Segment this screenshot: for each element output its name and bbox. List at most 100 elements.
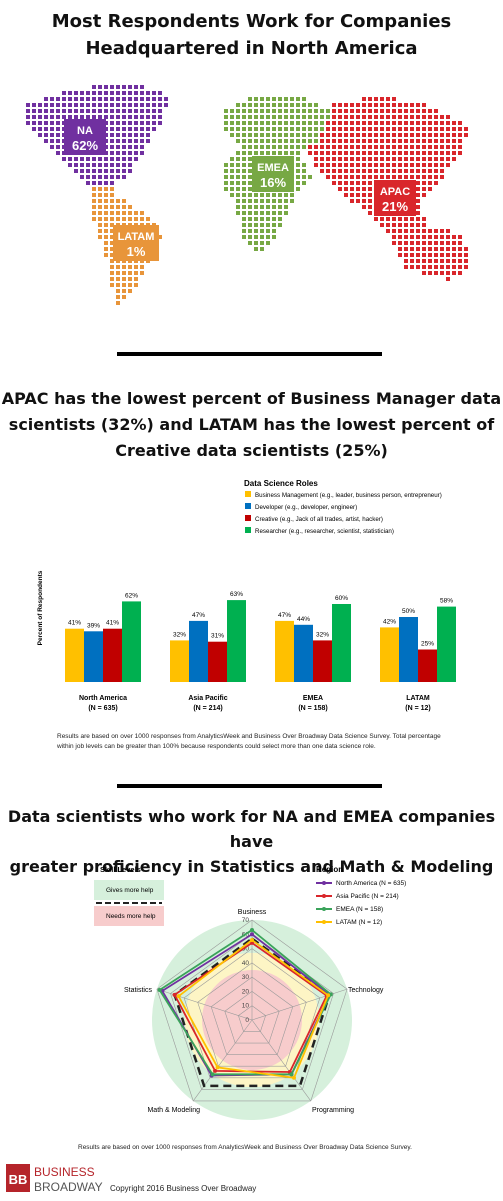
na-label: NA 62% <box>64 119 106 155</box>
bar-legend-label: Developer (e.g., developer, engineer) <box>255 504 357 511</box>
bar-value-label: 32% <box>316 631 329 638</box>
divider-1 <box>117 352 382 356</box>
emea-percent: 16% <box>260 175 286 190</box>
emea-code: EMEA <box>257 162 289 174</box>
gives-more-help-swatch <box>94 880 164 900</box>
bar-value-label: 44% <box>297 616 310 623</box>
bar-value-label: 41% <box>106 620 119 627</box>
region-legend-title: Region <box>316 865 343 874</box>
radar-point <box>213 1068 218 1073</box>
apac-code: APAC <box>380 186 410 198</box>
bar-value-label: 63% <box>230 591 243 598</box>
bar-value-label: 58% <box>440 598 453 605</box>
radar-legend-label: EMEA (N = 158) <box>336 906 383 913</box>
bar-value-label: 62% <box>125 592 138 599</box>
radar-point <box>157 987 162 992</box>
bar-note-line-1: Results are based on over 1000 responses… <box>57 733 441 740</box>
radar-tick-label: 70 <box>242 917 250 924</box>
radar-legend-label: Asia Pacific (N = 214) <box>336 893 399 900</box>
bar-value-label: 60% <box>335 595 348 602</box>
radar-point <box>291 1075 296 1080</box>
bar-title-line-1: APAC has the lowest percent of Business … <box>1 389 502 408</box>
radar-title-line-1: Data scientists who work for NA and EMEA… <box>7 807 496 851</box>
map-title-line-1: Most Respondents Work for Companies <box>51 11 452 32</box>
bar-value-label: 25% <box>421 641 434 648</box>
radar-axis-label: Programming <box>312 1107 354 1114</box>
bar-legend-title: Data Science Roles <box>244 479 318 488</box>
radar-legend-marker <box>322 907 326 911</box>
radar-chart-note: Results are based on over 1000 responses… <box>78 1144 412 1151</box>
bar-title-line-3: Creative data scientists (25%) <box>115 441 388 460</box>
bar <box>227 600 246 682</box>
radar-point <box>210 1072 215 1077</box>
bar <box>122 601 141 682</box>
radar-legend-label: North America (N = 635) <box>336 880 406 887</box>
bar-value-label: 31% <box>211 633 224 640</box>
radar-legend-marker <box>322 881 326 885</box>
bar-note-line-2: within job levels can be greater than 10… <box>57 743 376 750</box>
bar-category-n: (N = 158) <box>298 705 327 712</box>
gives-more-help-label: Gives more help <box>106 887 154 894</box>
bar <box>399 617 418 682</box>
map-title-line-2: Headquartered in North America <box>85 38 418 59</box>
radar-tick-label: 50 <box>242 946 250 953</box>
bar-category-label: LATAM <box>406 695 430 702</box>
bar-category-label: EMEA <box>303 695 323 702</box>
bar-legend-label: Business Management (e.g., leader, busin… <box>255 492 442 499</box>
radar-gridline <box>156 919 348 1102</box>
bar-title-line-2: scientists (32%) and LATAM has the lowes… <box>8 415 495 434</box>
apac-label: APAC 21% <box>374 180 416 216</box>
radar-tick-label: 20 <box>242 988 250 995</box>
latam-label: LATAM 1% <box>113 225 159 261</box>
brand-logo: BB BUSINESS BROADWAY <box>6 1162 108 1201</box>
copyright: Copyright 2016 Business Over Broadway <box>110 1184 257 1193</box>
radar-point <box>176 994 181 999</box>
world-map: NA 62% LATAM 1% EMEA 16% APAC 21% <box>26 85 468 305</box>
bar <box>380 627 399 682</box>
bar-value-label: 39% <box>87 622 100 629</box>
na-code: NA <box>77 125 93 137</box>
bar-value-label: 32% <box>173 631 186 638</box>
radar-gridline <box>183 948 321 1079</box>
radar-axis-label: Statistics <box>124 987 153 994</box>
bar <box>170 640 189 682</box>
radar-point <box>250 932 254 937</box>
bar <box>332 604 351 682</box>
bar-value-label: 41% <box>68 620 81 627</box>
brand-line-2: BROADWAY <box>34 1180 103 1194</box>
needs-more-help-label: Needs more help <box>106 913 156 920</box>
bar-legend-swatch <box>245 503 251 509</box>
bar-legend-label: Researcher (e.g., researcher, scientist,… <box>255 528 394 535</box>
bar-category-n: (N = 635) <box>88 705 117 712</box>
divider-2 <box>117 784 382 788</box>
latam-code: LATAM <box>118 231 155 243</box>
bar-chart-note: Results are based on over 1000 responses… <box>57 732 497 752</box>
bar <box>418 649 437 682</box>
radar-point <box>326 993 331 998</box>
bar-y-axis-label: Percent of Respondents <box>37 570 44 645</box>
bar <box>65 628 84 682</box>
bar-category-n: (N = 214) <box>193 705 222 712</box>
radar-spoke <box>251 1019 312 1102</box>
radar-point <box>250 928 254 932</box>
emea-label: EMEA 16% <box>252 156 294 192</box>
radar-point <box>172 992 177 997</box>
logo-mark <box>6 1164 30 1192</box>
radar-title-line-2: greater proficiency in Statistics and Ma… <box>9 857 494 876</box>
radar-point <box>250 938 254 942</box>
radar-point <box>215 1065 220 1070</box>
radar-gridline <box>197 962 307 1067</box>
bar <box>313 640 332 682</box>
bar-chart: Data Science Roles Business Management (… <box>37 479 456 712</box>
brand-line-1: BUSINESS <box>34 1165 95 1179</box>
radar-axis-label: Business <box>238 909 267 916</box>
skill-levels-title: Skill Levels <box>100 865 141 874</box>
radar-point <box>289 1072 294 1077</box>
latam-percent: 1% <box>127 244 146 259</box>
radar-legend-marker <box>322 920 326 924</box>
radar-axis-label: Math & Modeling <box>147 1107 200 1114</box>
radar-legend-marker <box>322 894 326 898</box>
bar-legend-swatch <box>245 491 251 497</box>
bar-category-n: (N = 12) <box>405 705 430 712</box>
radar-gridline <box>210 976 294 1055</box>
